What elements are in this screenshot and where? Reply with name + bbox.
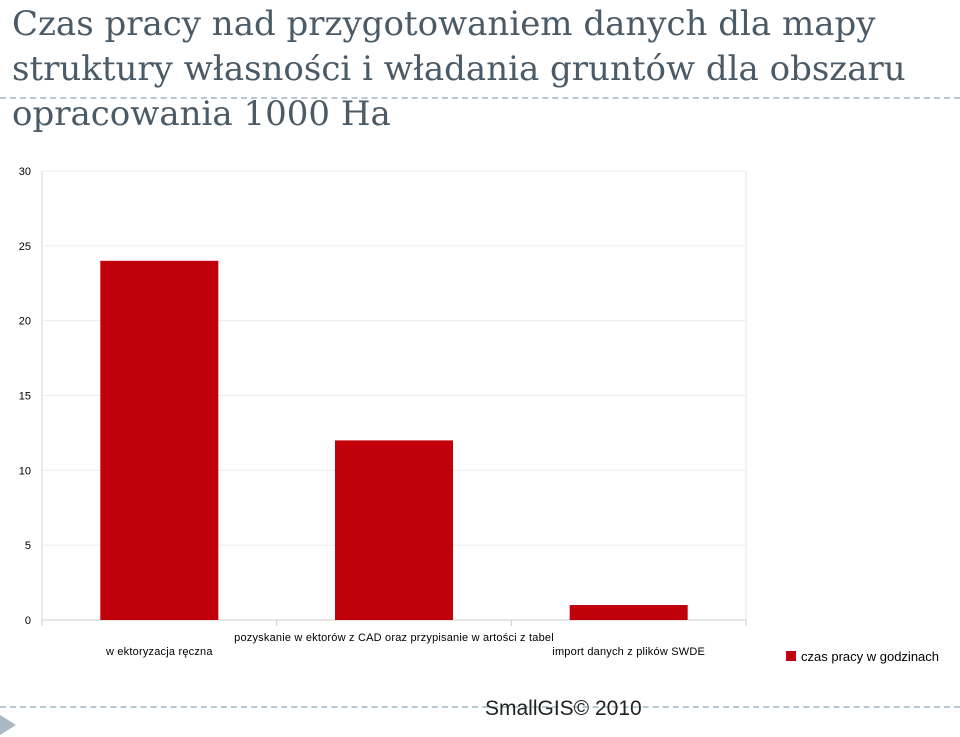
bar bbox=[100, 260, 219, 620]
y-tick-label: 20 bbox=[19, 316, 31, 328]
x-category-label: import danych z plików SWDE bbox=[552, 646, 705, 658]
y-tick-label: 30 bbox=[19, 166, 31, 178]
top-divider bbox=[0, 97, 960, 99]
x-category-label: pozyskanie w ektorów z CAD oraz przypisa… bbox=[234, 632, 554, 644]
legend-label: czas pracy w godzinach bbox=[801, 649, 940, 664]
bottom-divider bbox=[0, 706, 960, 708]
y-tick-label: 15 bbox=[19, 391, 31, 403]
bar bbox=[569, 605, 688, 620]
y-tick-label: 5 bbox=[25, 540, 31, 552]
footer-copyright: SmallGIS© 2010 bbox=[485, 697, 642, 720]
legend-swatch bbox=[786, 651, 796, 661]
y-tick-label: 0 bbox=[25, 615, 31, 627]
bar bbox=[335, 440, 453, 620]
y-tick-label: 25 bbox=[19, 241, 31, 253]
triangle-bullet-icon bbox=[0, 715, 16, 735]
x-category-label: w ektoryzacja ręczna bbox=[105, 646, 213, 658]
slide-title: Czas pracy nad przygotowaniem danych dla… bbox=[12, 4, 906, 134]
y-tick-label: 10 bbox=[19, 465, 31, 477]
